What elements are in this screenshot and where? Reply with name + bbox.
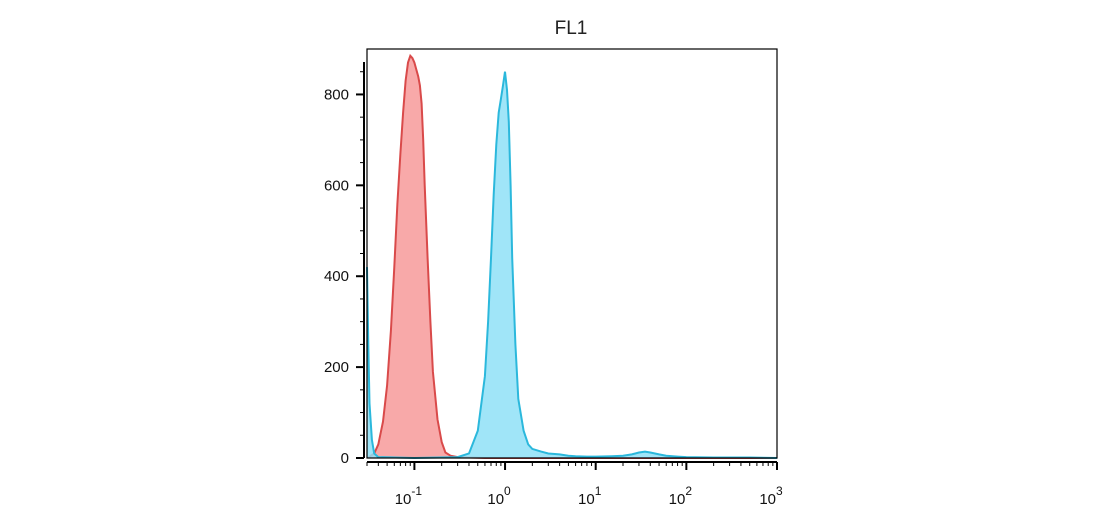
y-tick-label: 800	[324, 86, 349, 103]
x-tick-label: 10-1	[395, 484, 423, 508]
x-tick-label: 103	[759, 484, 783, 508]
x-tick-label: 100	[487, 484, 511, 508]
x-tick-label: 102	[669, 484, 693, 508]
series-1-line	[366, 71, 778, 460]
series-0-line	[367, 53, 777, 459]
x-tick-label: 101	[578, 484, 602, 508]
x-axis: 10-1 100 101 102 103	[366, 461, 783, 508]
y-axis: 0 200 400 600 800	[324, 62, 365, 467]
y-tick-label: 0	[341, 450, 349, 467]
series-0-area	[368, 55, 777, 459]
y-tick-label: 600	[324, 177, 349, 194]
chart-title: FL1	[555, 18, 588, 39]
plot-frame	[366, 48, 778, 459]
series-layer	[366, 53, 778, 460]
y-tick-label: 200	[324, 359, 349, 376]
y-tick-label: 400	[324, 268, 349, 285]
